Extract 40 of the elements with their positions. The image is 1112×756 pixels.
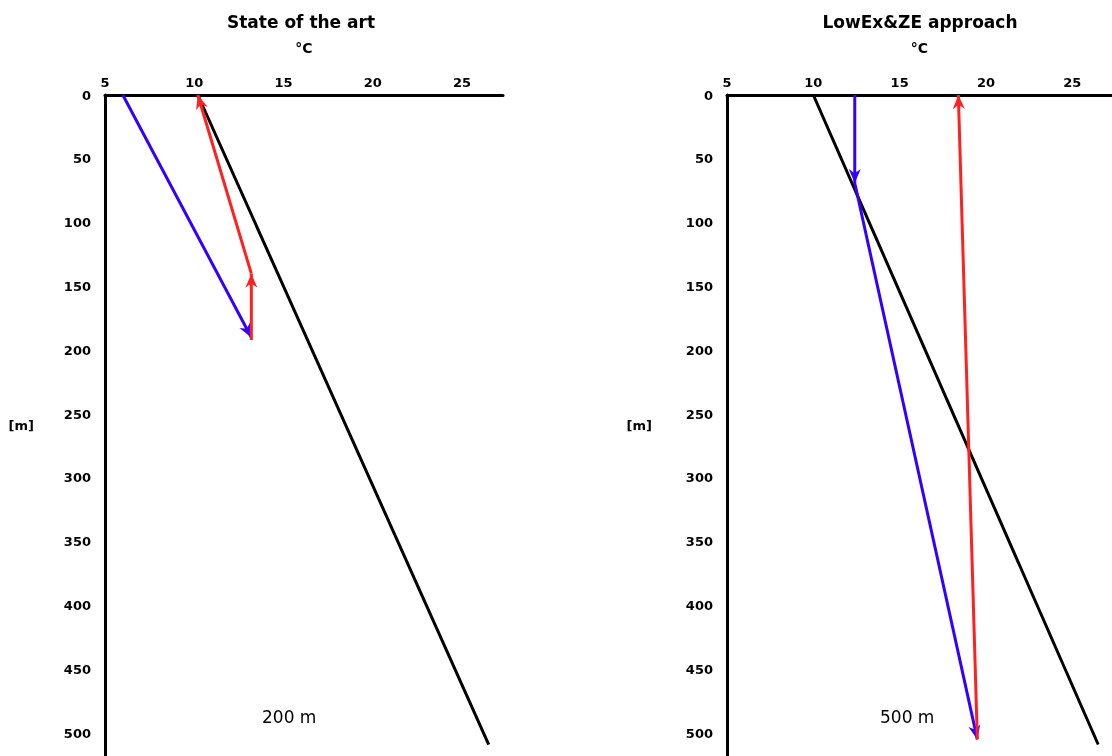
chart-title: LowEx&ZE approach bbox=[822, 11, 1018, 32]
y-axis-title: [m] bbox=[8, 418, 34, 433]
x-tick-label: 25 bbox=[452, 75, 471, 90]
x-tick-label: 15 bbox=[890, 75, 909, 90]
x-tick-label: 15 bbox=[274, 75, 293, 90]
y-tick-label: 100 bbox=[63, 215, 91, 231]
x-tick-label: 10 bbox=[185, 75, 204, 90]
y-tick-label: 400 bbox=[685, 597, 713, 613]
y-tick-label: 500 bbox=[685, 725, 713, 741]
x-tick-label: 20 bbox=[363, 75, 382, 90]
y-tick-label: 500 bbox=[63, 725, 91, 741]
y-tick-label: 350 bbox=[63, 534, 91, 550]
y-tick-label: 250 bbox=[63, 406, 91, 422]
y-tick-label: 300 bbox=[63, 470, 91, 486]
annotation: 500 m bbox=[880, 706, 935, 727]
y-tick-label: 0 bbox=[703, 87, 713, 103]
y-tick-label: 200 bbox=[685, 342, 713, 358]
y-tick-label: 400 bbox=[63, 597, 91, 613]
y-tick-label: 150 bbox=[63, 278, 91, 294]
x-tick-label: 5 bbox=[722, 75, 732, 90]
y-tick-label: 450 bbox=[63, 661, 91, 677]
y-tick-label: 0 bbox=[81, 87, 91, 103]
x-tick-label: 20 bbox=[976, 75, 996, 90]
y-tick-label: 350 bbox=[685, 534, 713, 550]
y-tick-label: 250 bbox=[685, 406, 713, 422]
y-axis-title: [m] bbox=[626, 418, 652, 433]
y-tick-label: 100 bbox=[685, 215, 713, 231]
y-tick-label: 50 bbox=[694, 151, 713, 167]
y-tick-label: 300 bbox=[685, 470, 713, 486]
y-tick-label: 200 bbox=[63, 342, 91, 358]
y-tick-label: 450 bbox=[685, 661, 713, 677]
x-axis-title: °C bbox=[295, 40, 313, 56]
y-tick-label: 50 bbox=[72, 151, 91, 167]
x-tick-label: 10 bbox=[804, 75, 823, 90]
x-tick-label: 5 bbox=[100, 75, 110, 90]
x-axis-title: °C bbox=[910, 40, 929, 56]
annotation: 200 m bbox=[262, 706, 317, 727]
y-tick-label: 150 bbox=[685, 278, 713, 294]
x-tick-label: 25 bbox=[1063, 75, 1082, 90]
chart-title: State of the art bbox=[226, 11, 376, 32]
